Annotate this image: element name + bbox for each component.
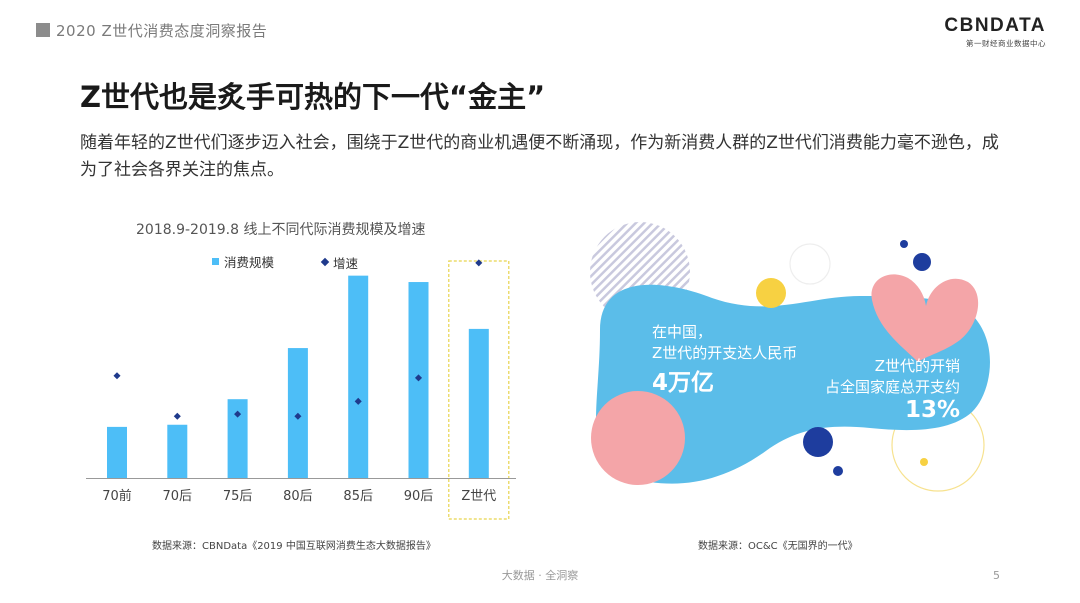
legend-label-growth: 增速 [333, 255, 359, 271]
stat-spending: 在中国， Z世代的开支达人民币 4万亿 [652, 321, 797, 397]
growth-point-3 [294, 412, 302, 420]
growth-point-6 [475, 259, 483, 267]
growth-point-1 [173, 412, 181, 420]
pink-heart-shape [871, 274, 979, 362]
report-title: 2020 Z世代消费态度洞察报告 [56, 22, 268, 40]
yellow-dot [756, 278, 786, 308]
bar-2 [227, 399, 248, 478]
bar-0 [107, 426, 127, 478]
chart-title: 2018.9-2019.8 线上不同代际消费规模及增速 [136, 222, 426, 238]
legend-item-consumption: 消费规模 [212, 252, 274, 271]
x-tick-label-1: 70后 [163, 489, 193, 504]
stat-spending-line1: 在中国， [652, 323, 713, 341]
outline-circle-top [789, 243, 831, 285]
growth-point-0 [113, 372, 121, 380]
growth-point-2 [234, 410, 242, 418]
navy-dot-medium [913, 253, 931, 271]
stat-share: Z世代的开销 占全国家庭总开支约 13% [825, 355, 960, 423]
bar-1 [167, 424, 188, 478]
x-tick-label-6: Z世代 [461, 489, 496, 504]
illustration-source-note: 数据来源：OC&C《无国界的一代》 [698, 541, 858, 552]
x-tick-label-0: 70前 [102, 488, 132, 504]
legend-label-consumption: 消费规模 [224, 255, 275, 270]
header-square-icon [36, 23, 50, 37]
page-number: 5 [993, 569, 1000, 582]
cbndata-logo: CBNDATA 第一财经商业数据中心 [944, 16, 1046, 49]
navy-dot-small [900, 240, 908, 248]
legend-bar-swatch-icon [212, 258, 219, 265]
pink-circle-large [591, 391, 685, 485]
x-tick-label-2: 75后 [223, 489, 253, 504]
bar-6 [468, 328, 489, 478]
stat-share-line1: Z世代的开销 [874, 357, 960, 375]
stat-share-line2: 占全国家庭总开支约 [824, 378, 960, 396]
navy-dot-tiny [833, 466, 843, 476]
bar-chart: 70前 70后 75后 80后 85后 90后 Z世代 [86, 259, 516, 520]
bar-4 [348, 275, 369, 478]
legend-item-growth: 增速 [320, 253, 359, 272]
stat-share-value: 13% [904, 397, 960, 423]
logo-wordmark: CBNDATA [944, 15, 1046, 36]
logo-tagline: 第一财经商业数据中心 [966, 39, 1046, 48]
x-tick-label-4: 85后 [343, 489, 373, 504]
chart-source-note: 数据来源：CBNData《2019 中国互联网消费生态大数据报告》 [152, 541, 436, 552]
chart-legend: 消费规模 增速 [212, 252, 402, 272]
yellow-dot-small [920, 458, 928, 466]
intro-paragraph: 随着年轻的Z世代们逐步迈入社会，围绕于Z世代的商业机遇便不断涌现，作为新消费人群… [80, 133, 999, 180]
slide-title: Z世代也是炙手可热的下一代“金主” [80, 80, 546, 114]
stat-spending-value: 4万亿 [652, 370, 715, 396]
x-tick-label-5: 90后 [404, 489, 434, 504]
footer-tagline: 大数据 · 全洞察 [501, 569, 579, 582]
growth-point-5 [414, 374, 423, 382]
growth-point-4 [354, 397, 362, 405]
stat-spending-line2: Z世代的开支达人民币 [652, 344, 798, 362]
x-tick-label-3: 80后 [283, 489, 313, 504]
navy-dot-large [803, 427, 833, 457]
